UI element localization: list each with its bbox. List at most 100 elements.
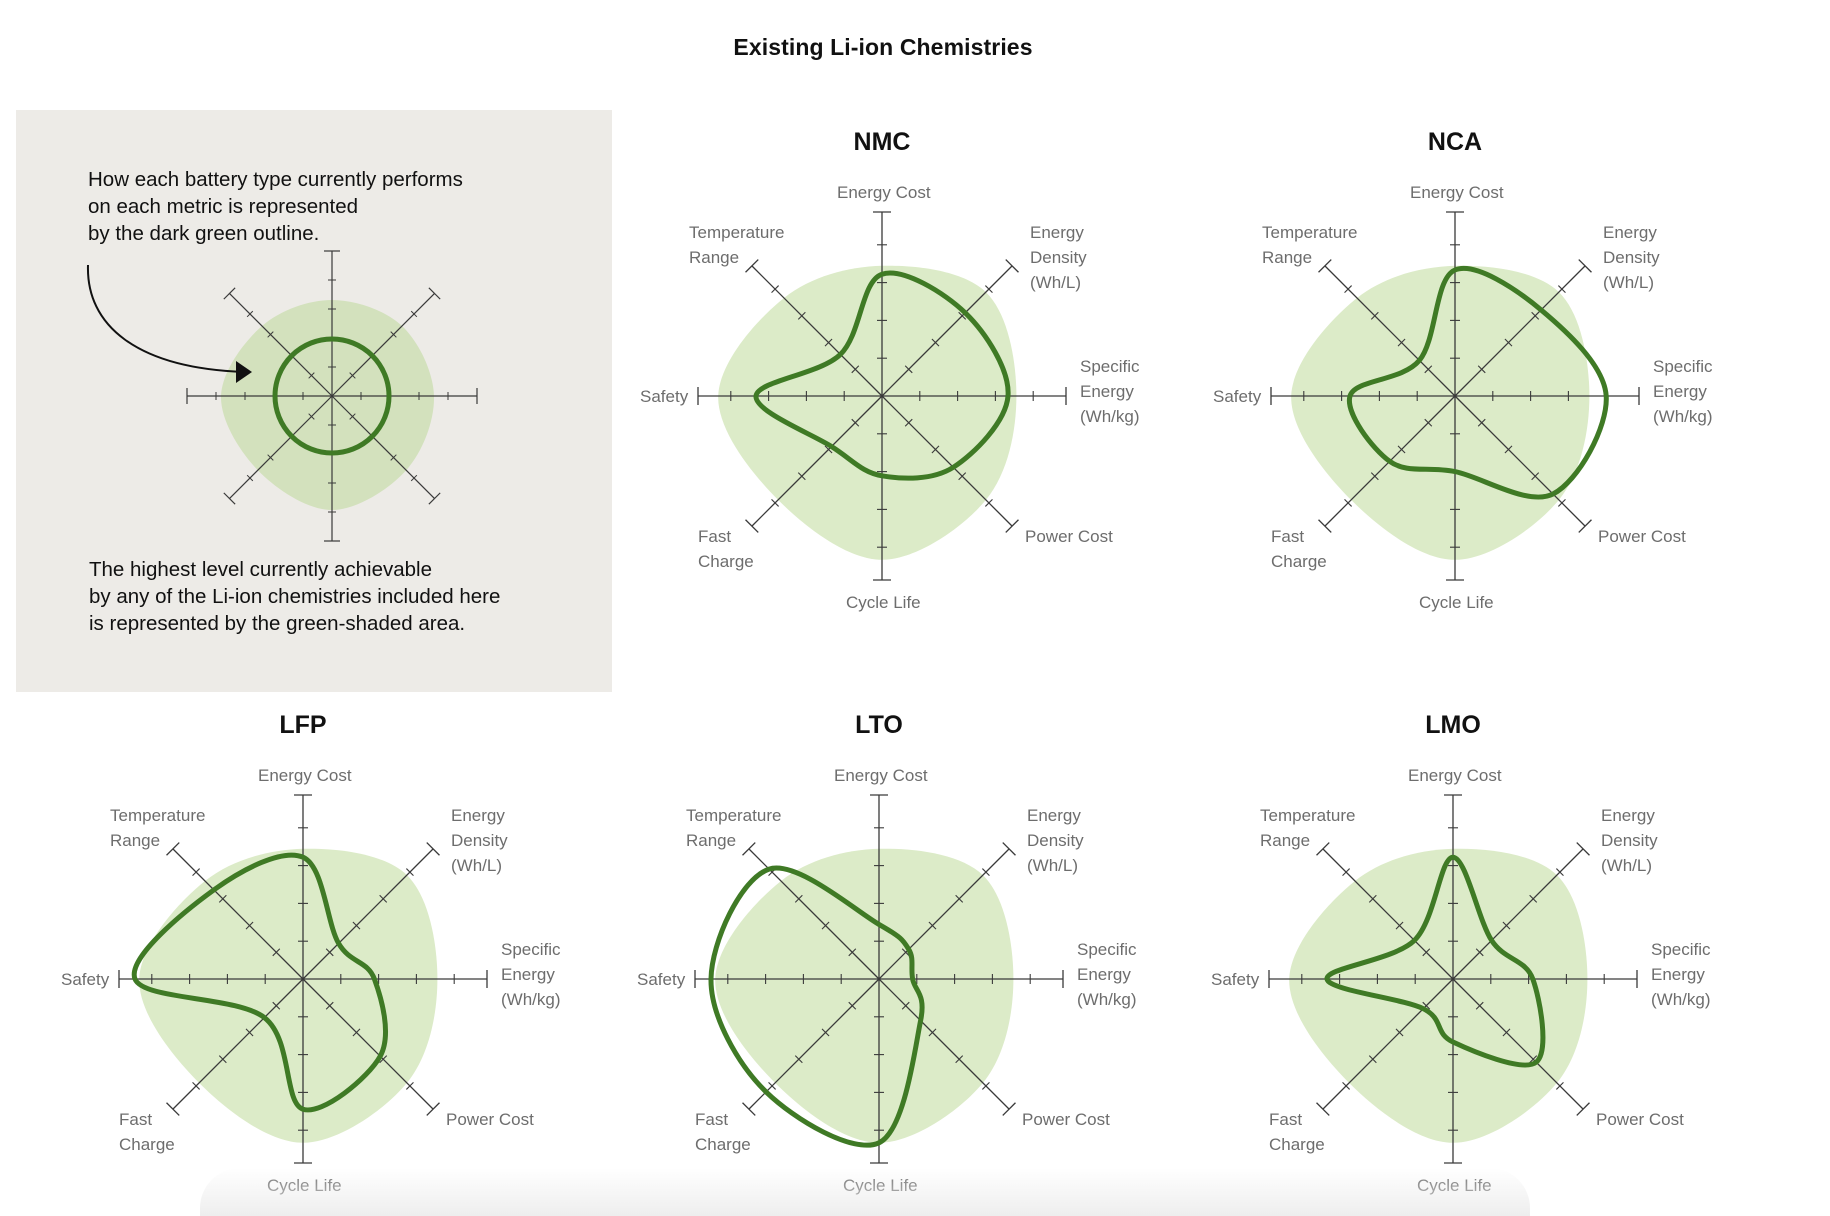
axis-tick (1475, 948, 1484, 957)
legend-tick (410, 474, 418, 482)
legend-area-blob (220, 300, 435, 510)
axis-end-tick (742, 842, 756, 856)
axis-line-power_cost (302, 978, 434, 1110)
axis-tick (797, 472, 806, 481)
best-achievable-area (1289, 848, 1588, 1143)
axis-line-power_cost (881, 395, 1013, 527)
axis-tick (1342, 868, 1351, 877)
axis-tick (379, 894, 388, 903)
axis-tick (824, 445, 833, 454)
axis-line-fast_charge (751, 395, 883, 527)
radar-chart-nmc (697, 211, 1067, 581)
axis-tick (1344, 285, 1353, 294)
axis-tick (192, 1081, 201, 1090)
panel-title: LMO (1425, 711, 1481, 739)
axis-tick (984, 498, 993, 507)
legend-end-tick (428, 492, 441, 505)
axis-tick (904, 418, 913, 427)
axis-label-power_cost: Power Cost (1596, 1110, 1684, 1129)
axis-line-energy_density (881, 265, 1013, 397)
axis-tick (1422, 948, 1431, 957)
axis-tick (1477, 418, 1486, 427)
axis-tick (821, 1028, 830, 1037)
axis-line-energy_density (1452, 848, 1584, 980)
axis-end-tick (742, 1102, 756, 1116)
axis-tick (1557, 285, 1566, 294)
panel-title: NMC (853, 128, 911, 156)
axis-end-tick (1578, 519, 1592, 533)
axis-tick (851, 418, 860, 427)
axis-line-power_cost (878, 978, 1010, 1110)
axis-end-tick (1316, 842, 1330, 856)
axis-tick (821, 921, 830, 930)
legend-outline-text: How each battery type currently performs… (88, 168, 463, 245)
chart-title: Existing Li-ion Chemistries (733, 34, 1033, 60)
axis-tick (1397, 445, 1406, 454)
axis-tick (405, 1081, 414, 1090)
legend-tick (267, 331, 274, 338)
panel-title: LTO (855, 711, 903, 739)
axis-line-fast_charge (172, 978, 304, 1110)
axis-tick (352, 1028, 361, 1037)
axis-label-fast_charge: Fast Charge (1269, 1110, 1325, 1154)
axis-label-energy_cost: Energy Cost (258, 766, 352, 785)
legend-axis (331, 293, 435, 397)
best-achievable-area (139, 848, 438, 1143)
axis-tick (981, 868, 990, 877)
arrow-head-icon (236, 361, 252, 383)
axis-label-fast_charge: Fast Charge (698, 527, 754, 571)
axis-label-energy_density: Energy Density (Wh/L) (1603, 223, 1660, 292)
axis-label-energy_density: Energy Density (Wh/L) (1601, 806, 1658, 875)
legend-tick (410, 310, 418, 318)
axis-tick (1422, 1001, 1431, 1010)
axis-tick (245, 1028, 254, 1037)
axis-tick (955, 894, 964, 903)
axis-tick (1504, 445, 1513, 454)
legend-end-tick (223, 492, 236, 505)
axis-tick (1344, 498, 1353, 507)
axis-line-energy_density (1454, 265, 1586, 397)
radar-example-icon (86, 250, 478, 542)
axis-label-power_cost: Power Cost (446, 1110, 534, 1129)
axis-label-cycle_life: Cycle Life (846, 593, 921, 612)
legend-outline-circle (272, 336, 392, 456)
axis-label-specific_energy: Specific Energy (Wh/kg) (1651, 940, 1711, 1009)
axis-line-temperature_range (172, 848, 304, 980)
axis-tick (1342, 1081, 1351, 1090)
axis-tick (1531, 472, 1540, 481)
axis-label-fast_charge: Fast Charge (695, 1110, 751, 1154)
axis-label-power_cost: Power Cost (1598, 527, 1686, 546)
legend-axis (229, 395, 333, 499)
legend-axis (331, 395, 435, 499)
legend-axis (229, 293, 333, 397)
axis-tick (1477, 365, 1486, 374)
axis-label-energy_density: Energy Density (Wh/L) (1027, 806, 1084, 875)
axis-label-temperature_range: Temperature Range (686, 806, 782, 850)
axis-tick (1502, 1028, 1511, 1037)
axis-end-tick (745, 259, 759, 273)
axis-tick (352, 921, 361, 930)
legend-end-tick (223, 287, 236, 300)
axis-tick (931, 338, 940, 347)
axis-line-temperature_range (1324, 265, 1456, 397)
axis-label-safety: Safety (1211, 970, 1260, 989)
axis-tick (1395, 1028, 1404, 1037)
axis-label-energy_density: Energy Density (Wh/L) (1030, 223, 1087, 292)
axis-tick (797, 311, 806, 320)
legend-tick (246, 474, 254, 482)
axis-tick (958, 472, 967, 481)
axis-end-tick (1576, 1102, 1590, 1116)
axis-tick (272, 948, 281, 957)
axis-tick (981, 1081, 990, 1090)
axis-label-power_cost: Power Cost (1025, 527, 1113, 546)
axis-label-cycle_life: Cycle Life (1419, 593, 1494, 612)
legend-panel: How each battery type currently performs… (16, 110, 612, 692)
axis-end-tick (1005, 259, 1019, 273)
axis-tick (768, 1081, 777, 1090)
axis-label-fast_charge: Fast Charge (1271, 527, 1327, 571)
axis-end-tick (166, 1102, 180, 1116)
axis-line-temperature_range (751, 265, 883, 397)
axis-tick (1529, 1055, 1538, 1064)
axis-label-energy_cost: Energy Cost (1410, 183, 1504, 202)
